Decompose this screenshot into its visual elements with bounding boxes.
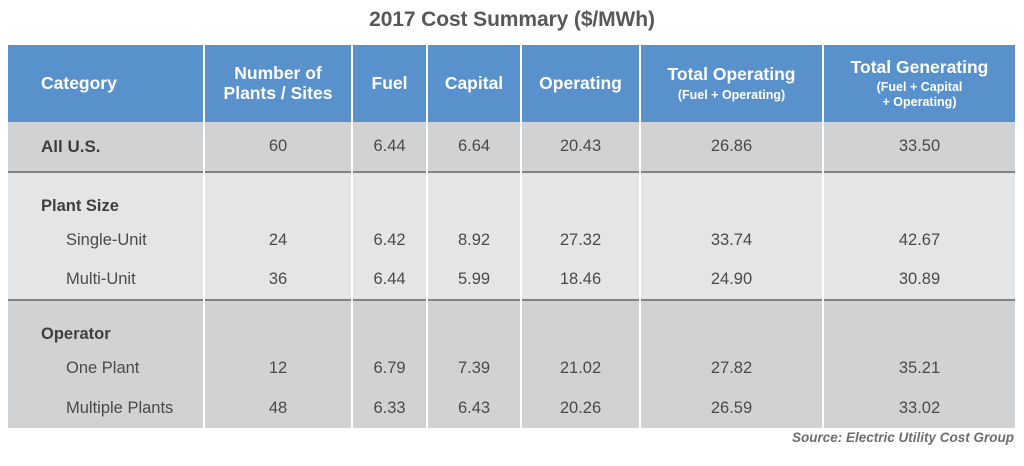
cell-one-plant-operating: 21.02: [521, 348, 641, 388]
table-row: Single-Unit 24 6.42 8.92 27.32 33.74 42.…: [8, 220, 1015, 260]
cell-operator-total-operating: [640, 299, 824, 348]
column-header-number-of-plants-line2: Plants / Sites: [223, 82, 333, 103]
column-header-total-operating: Total Operating (Fuel + Operating): [640, 45, 824, 122]
cell-single-unit-operating: 27.32: [521, 220, 641, 260]
cell-multi-unit-operating: 18.46: [521, 260, 641, 300]
cell-all-us-capital: 6.64: [427, 122, 522, 172]
column-header-total-operating-formula: (Fuel + Operating): [677, 87, 786, 102]
cell-plant-size-operating: [521, 171, 641, 220]
column-header-number-of-plants-line1: Number of: [234, 62, 322, 83]
column-header-fuel: Fuel: [352, 45, 428, 122]
cell-single-unit-total-generating: 42.67: [823, 220, 1015, 260]
header-row: Category Number of Plants / Sites Fuel C…: [8, 45, 1015, 122]
cell-plant-size-capital: [427, 171, 522, 220]
row-label-multi-unit: Multi-Unit: [8, 260, 205, 300]
column-header-operating: Operating: [521, 45, 641, 122]
column-header-total-generating-formula-line2: + Operating): [882, 94, 957, 109]
cell-multi-unit-plants: 36: [204, 260, 353, 300]
cell-multi-unit-capital: 5.99: [427, 260, 522, 300]
cell-all-us-total-generating: 33.50: [823, 122, 1015, 172]
cell-operator-fuel: [352, 299, 428, 348]
cell-one-plant-total-generating: 35.21: [823, 348, 1015, 388]
table-row: Multiple Plants 48 6.33 6.43 20.26 26.59…: [8, 388, 1015, 428]
cell-one-plant-fuel: 6.79: [352, 348, 428, 388]
table-row: One Plant 12 6.79 7.39 21.02 27.82 35.21: [8, 348, 1015, 388]
cell-one-plant-capital: 7.39: [427, 348, 522, 388]
row-group-label-plant-size: Plant Size: [8, 171, 205, 220]
cell-all-us-operating: 20.43: [521, 122, 641, 172]
page-title: 2017 Cost Summary ($/MWh): [369, 8, 655, 31]
table-row: Operator: [8, 299, 1015, 348]
column-header-total-operating-label: Total Operating: [667, 64, 796, 85]
cell-operator-plants: [204, 299, 353, 348]
table-body: All U.S. 60 6.44 6.64 20.43 26.86 33.50 …: [8, 122, 1015, 428]
row-label-single-unit: Single-Unit: [8, 220, 205, 260]
table-header: Category Number of Plants / Sites Fuel C…: [8, 45, 1015, 122]
table-row: Multi-Unit 36 6.44 5.99 18.46 24.90 30.8…: [8, 260, 1015, 300]
row-label-all-us: All U.S.: [8, 122, 205, 172]
cost-summary-table-wrapper: Category Number of Plants / Sites Fuel C…: [8, 45, 1015, 428]
cell-multiple-plants-total-generating: 33.02: [823, 388, 1015, 428]
cell-one-plant-total-operating: 27.82: [640, 348, 824, 388]
column-header-capital: Capital: [427, 45, 522, 122]
cell-multiple-plants-fuel: 6.33: [352, 388, 428, 428]
column-header-number-of-plants: Number of Plants / Sites: [204, 45, 353, 122]
cell-multiple-plants-operating: 20.26: [521, 388, 641, 428]
cell-single-unit-total-operating: 33.74: [640, 220, 824, 260]
cell-single-unit-capital: 8.92: [427, 220, 522, 260]
cell-plant-size-fuel: [352, 171, 428, 220]
cell-multiple-plants-total-operating: 26.59: [640, 388, 824, 428]
cell-single-unit-fuel: 6.42: [352, 220, 428, 260]
cell-all-us-fuel: 6.44: [352, 122, 428, 172]
cell-operator-total-generating: [823, 299, 1015, 348]
cell-operator-capital: [427, 299, 522, 348]
column-header-category: Category: [8, 45, 205, 122]
cell-multi-unit-fuel: 6.44: [352, 260, 428, 300]
cell-plant-size-plants: [204, 171, 353, 220]
cell-all-us-total-operating: 26.86: [640, 122, 824, 172]
column-header-total-generating-formula: (Fuel + Capital + Operating): [828, 80, 1011, 109]
cell-multiple-plants-plants: 48: [204, 388, 353, 428]
cell-operator-operating: [521, 299, 641, 348]
table-row: All U.S. 60 6.44 6.64 20.43 26.86 33.50: [8, 122, 1015, 172]
column-header-total-generating: Total Generating (Fuel + Capital + Opera…: [823, 45, 1015, 122]
cell-single-unit-plants: 24: [204, 220, 353, 260]
cell-plant-size-total-operating: [640, 171, 824, 220]
cell-one-plant-plants: 12: [204, 348, 353, 388]
cell-plant-size-total-generating: [823, 171, 1015, 220]
row-label-multiple-plants: Multiple Plants: [8, 388, 205, 428]
table-row: Plant Size: [8, 171, 1015, 220]
column-header-total-generating-formula-line1: (Fuel + Capital: [876, 80, 963, 95]
cost-summary-table: Category Number of Plants / Sites Fuel C…: [8, 45, 1015, 428]
row-group-label-operator: Operator: [8, 299, 205, 348]
cell-all-us-plants: 60: [204, 122, 353, 172]
source-note: Source: Electric Utility Cost Group: [791, 430, 1014, 445]
cell-multi-unit-total-generating: 30.89: [823, 260, 1015, 300]
cell-multi-unit-total-operating: 24.90: [640, 260, 824, 300]
row-label-one-plant: One Plant: [8, 348, 205, 388]
cell-multiple-plants-capital: 6.43: [427, 388, 522, 428]
column-header-total-generating-label: Total Generating: [850, 56, 989, 77]
